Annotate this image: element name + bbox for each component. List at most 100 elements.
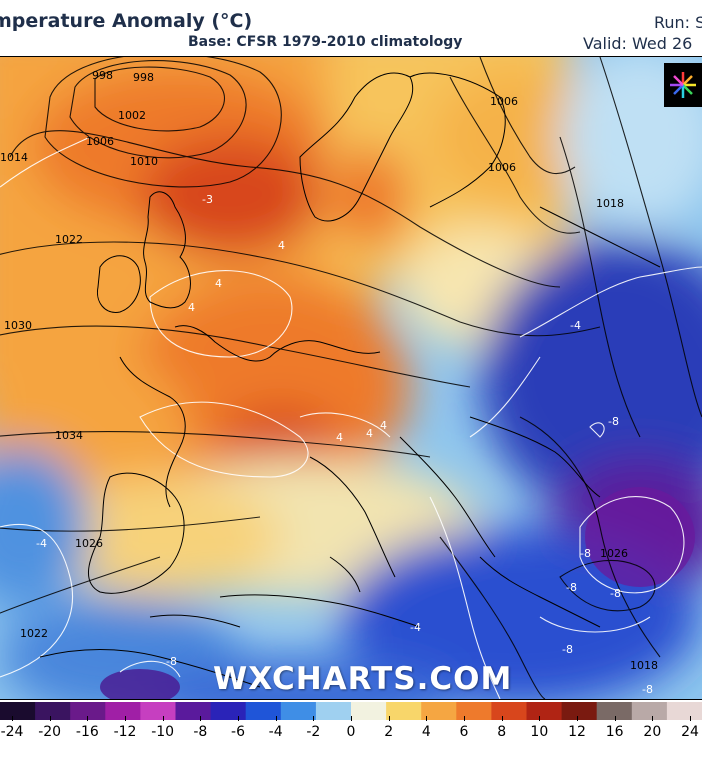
colorbar: [0, 702, 702, 720]
isobar-label: 1022: [20, 627, 48, 640]
watermark: WXCHARTS.COM: [213, 661, 513, 697]
anomaly-label: -4: [36, 537, 47, 550]
isobar-label: 1030: [4, 319, 32, 332]
colorbar-tick-mark: [577, 716, 578, 721]
colorbar-segment: [175, 702, 212, 720]
anomaly-contours: [0, 136, 702, 699]
isobars: [0, 57, 702, 699]
colorbar-tick-mark: [12, 716, 13, 721]
isobar-label: 1022: [55, 233, 83, 246]
anomaly-label: 4: [336, 431, 343, 444]
colorbar-tick-mark: [125, 716, 126, 721]
colorbar-tick-mark: [351, 716, 352, 721]
run-label: Run: S: [654, 13, 702, 32]
chart-subtitle: Base: CFSR 1979-2010 climatology: [188, 34, 463, 50]
isobar-label: 1018: [630, 659, 658, 672]
colorbar-segment: [631, 702, 668, 720]
colorbar-segment: [245, 702, 282, 720]
colorbar-tick-label: -8: [193, 724, 208, 740]
colorbar-tick-label: 0: [346, 724, 356, 740]
colorbar-tick-label: -4: [268, 724, 283, 740]
colorbar-segment: [70, 702, 106, 720]
anomaly-label: -8: [580, 547, 591, 560]
isobar-label: 998: [133, 71, 154, 84]
colorbar-tick-label: 12: [568, 724, 586, 740]
colorbar-tick-mark: [313, 716, 315, 721]
colorbar-tick-mark: [162, 716, 164, 721]
colorbar-tick-mark: [200, 716, 202, 721]
isobar-label: 1018: [596, 197, 624, 210]
isobar-label: 998: [92, 69, 113, 82]
isobar-labels: 998 998 1002 1006 1010 1014 1022 1030 10…: [0, 69, 658, 672]
anomaly-label: -8: [642, 683, 653, 696]
colorbar-tick-label: 20: [643, 724, 662, 740]
colorbar-segment: [491, 702, 528, 720]
colorbar-tick-label: -12: [113, 724, 137, 740]
colorbar-tick-mark: [275, 716, 277, 721]
colorbar-ticks: -24 -20 -16 -12 -10 -8 -6 -4 -2 0 2 4 6 8 10 12 16 20 24: [0, 716, 702, 746]
anomaly-map: 998 998 1002 1006 1010 1014 1022 1030 10…: [0, 56, 702, 700]
anomaly-label: -4: [410, 621, 421, 634]
colorbar-tick-mark: [652, 716, 654, 721]
anomaly-label: -8: [566, 581, 577, 594]
colorbar-tick-mark: [464, 716, 465, 721]
colorbar-segment: [35, 702, 71, 720]
isobar-label: 1034: [55, 429, 83, 442]
colorbar-tick-mark: [49, 716, 51, 721]
colorbar-tick-label: 2: [384, 724, 394, 740]
colorbar-tick-label: 6: [459, 724, 469, 740]
isobar-label: 1006: [488, 161, 516, 174]
coastlines: [39, 72, 661, 688]
isobar-label: 1006: [490, 95, 518, 108]
colorbar-tick-label: 16: [605, 724, 624, 740]
anomaly-label: -3: [202, 193, 213, 206]
colorbar-tick-label: 4: [421, 724, 431, 740]
colorbar-segment: [210, 702, 247, 720]
anomaly-label: 4: [188, 301, 195, 314]
isobar-label: 1006: [86, 135, 114, 148]
anomaly-field: [0, 57, 702, 699]
chart-title: mperature Anomaly (°C): [0, 10, 253, 32]
colorbar-segment: [315, 702, 352, 720]
colorbar-tick-label: 8: [497, 724, 507, 740]
isobar-label: 1014: [0, 151, 28, 164]
colorbar-tick-label: 24: [681, 724, 699, 740]
colorbar-tick-mark: [690, 716, 691, 721]
colorbar-tick-label: -2: [306, 724, 321, 740]
isobar-label: 1002: [118, 109, 146, 122]
colorbar-segment: [351, 702, 387, 720]
colorbar-segment: [666, 702, 702, 720]
colorbar-tick-mark: [87, 716, 89, 721]
colorbar-segment: [140, 702, 177, 720]
colorbar-segment: [280, 702, 317, 720]
colorbar-tick-label: -6: [231, 724, 245, 740]
colorbar-tick-mark: [614, 716, 616, 721]
colorbar-segment: [596, 702, 633, 720]
anomaly-label: 4: [215, 277, 222, 290]
anomaly-label: -4: [570, 319, 581, 332]
colorbar-segment: [561, 702, 598, 720]
colorbar-tick-label: -16: [75, 724, 99, 740]
wxcharts-logo-icon[interactable]: [664, 63, 702, 107]
anomaly-label: -8: [166, 655, 177, 668]
colorbar-segment: [0, 702, 36, 720]
anomaly-labels: -3 4 4 4 4 4 4 -4 -4 -4 -8 -8 -8 -8 -8 -…: [36, 193, 653, 696]
anomaly-label: -8: [608, 415, 619, 428]
colorbar-tick-mark: [238, 716, 239, 721]
anomaly-label: 4: [380, 419, 387, 432]
anomaly-label: 4: [278, 239, 285, 252]
anomaly-label: -8: [610, 587, 621, 600]
colorbar-tick-mark: [539, 716, 541, 721]
colorbar-tick-mark: [388, 716, 390, 721]
isobar-label: 1026: [600, 547, 628, 560]
colorbar-tick-mark: [426, 716, 428, 721]
colorbar-tick-mark: [501, 716, 503, 721]
isobar-label: 1010: [130, 155, 158, 168]
colorbar-segment: [526, 702, 563, 720]
map-canvas: 998 998 1002 1006 1010 1014 1022 1030 10…: [0, 57, 702, 699]
colorbar-tick-label: -20: [38, 724, 62, 740]
isobar-label: 1026: [75, 537, 103, 550]
colorbar-segment: [105, 702, 141, 720]
colorbar-segment: [421, 702, 457, 720]
colorbar-segment: [456, 702, 492, 720]
